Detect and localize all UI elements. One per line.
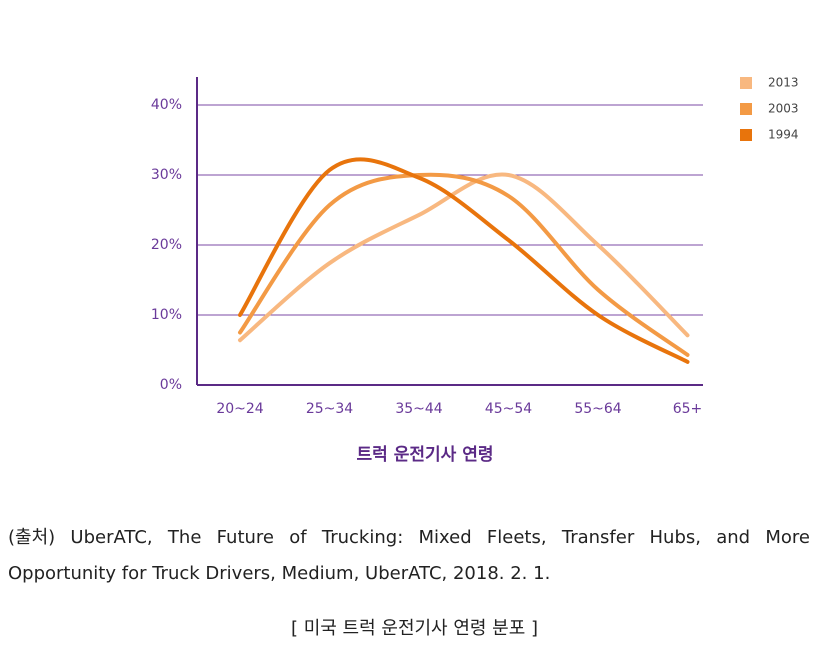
line bbox=[238, 172, 690, 357]
x-tick-label: 25~34 bbox=[306, 401, 353, 417]
x-tick-label: 20~24 bbox=[216, 401, 263, 417]
x-tick-label: 55~64 bbox=[574, 401, 621, 417]
legend-swatch bbox=[740, 103, 752, 115]
y-tick-label: 10% bbox=[151, 307, 182, 323]
chart: 트럭 운전기사 연령 0% 10% 20% 30% 40% 20~24 25~34 35~44… bbox=[151, 76, 799, 466]
caption: [ 미국 트럭 운전기사 연령 분포 ] bbox=[290, 618, 539, 639]
x-axis-title: 트럭 운전기사 연령 bbox=[357, 444, 494, 465]
legend-swatch bbox=[740, 129, 752, 141]
y-tick-label: 30% bbox=[151, 167, 182, 183]
x-tick-label: 65+ bbox=[673, 401, 703, 417]
y-tick-label: 0% bbox=[160, 377, 182, 393]
y-tick-label: 20% bbox=[151, 237, 182, 253]
legend-label: 2003 bbox=[768, 102, 799, 116]
source-text: (출처) UberATC, The Future of Trucking: Mi… bbox=[8, 527, 810, 584]
line bbox=[238, 157, 690, 364]
legend-label: 1994 bbox=[768, 128, 799, 142]
legend-label: 2013 bbox=[768, 76, 799, 90]
y-tick-label: 40% bbox=[151, 97, 182, 113]
x-tick-label: 45~54 bbox=[485, 401, 532, 417]
legend-swatch bbox=[740, 77, 752, 89]
x-tick-label: 35~44 bbox=[395, 401, 442, 417]
line bbox=[238, 172, 690, 343]
